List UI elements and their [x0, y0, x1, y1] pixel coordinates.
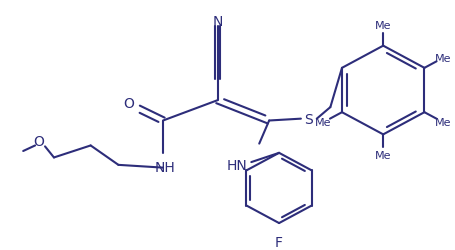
Text: S: S	[304, 112, 313, 126]
Text: Me: Me	[375, 21, 391, 31]
Text: F: F	[275, 235, 283, 249]
Text: NH: NH	[155, 160, 175, 174]
Text: N: N	[212, 15, 223, 28]
Text: O: O	[123, 96, 134, 110]
Text: Me: Me	[315, 118, 331, 128]
Text: Me: Me	[435, 118, 451, 128]
Text: HN: HN	[227, 159, 248, 173]
Text: Me: Me	[435, 54, 451, 64]
Text: O: O	[34, 134, 45, 148]
Text: Me: Me	[375, 150, 391, 160]
